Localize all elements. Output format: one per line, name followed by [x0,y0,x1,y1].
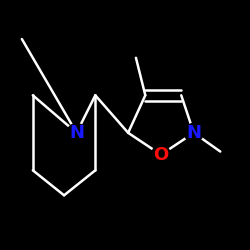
Circle shape [184,124,203,142]
Text: N: N [186,124,201,142]
Circle shape [67,124,86,142]
Text: O: O [153,146,168,164]
Text: N: N [69,124,84,142]
Circle shape [152,145,170,164]
